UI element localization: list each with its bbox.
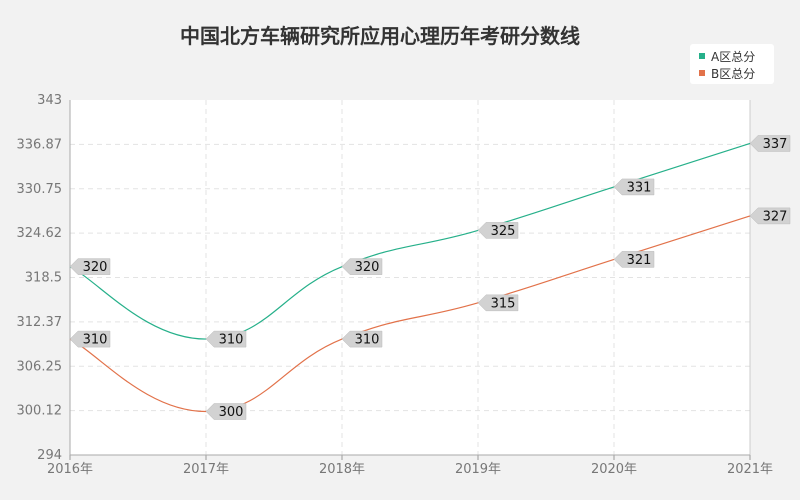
axes: 294 300.12 306.25 312.37 318.5 324.62 330.75 33… (17, 93, 774, 477)
data-label: 337 (763, 137, 788, 152)
chart-title: 中国北方车辆研究所应用心理历年考研分数线 (180, 24, 580, 48)
legend-swatch-b (699, 70, 705, 76)
x-tick-label: 2018年 (319, 462, 365, 477)
data-label: 331 (627, 180, 652, 195)
legend-label-b: B区总分 (711, 66, 756, 81)
y-tick-label: 336.87 (17, 137, 63, 152)
x-tick-label: 2017年 (183, 462, 229, 477)
data-label-box (69, 258, 111, 275)
y-tick-label: 324.62 (17, 226, 63, 241)
data-label-box (477, 222, 519, 239)
x-tick-label: 2020年 (591, 462, 637, 477)
x-tick-label: 2016年 (47, 462, 93, 477)
data-label-box (613, 251, 655, 268)
data-label: 315 (491, 296, 516, 311)
data-label-box (341, 258, 383, 275)
legend-item-b[interactable]: B区总分 (699, 65, 755, 81)
data-label-box (205, 403, 247, 420)
x-tick-label: 2019年 (455, 462, 501, 477)
chart-legend: A区总分 B区总分 (690, 44, 774, 84)
data-label-box (749, 135, 791, 152)
legend-swatch-a (699, 53, 705, 59)
y-tick-label: 300.12 (17, 404, 63, 419)
legend-item-a[interactable]: A区总分 (699, 48, 755, 64)
data-label: 310 (219, 333, 244, 348)
y-tick-label: 330.75 (17, 182, 63, 197)
data-label-box (341, 330, 383, 348)
data-labels: 320 310 320 325 331 337 310 300 310 315 321 327 (69, 135, 791, 420)
data-label: 310 (83, 333, 108, 348)
plot-area (70, 100, 750, 455)
y-tick-label: 306.25 (17, 359, 63, 374)
y-tick-label: 312.37 (17, 315, 63, 330)
legend-label-a: A区总分 (711, 49, 756, 64)
data-label-box (613, 178, 655, 196)
data-label-box (69, 330, 111, 348)
x-tick-label: 2021年 (727, 462, 773, 477)
y-tick-label: 343 (37, 93, 62, 108)
data-label: 320 (355, 260, 380, 275)
y-tick-label: 294 (37, 448, 62, 463)
data-label: 310 (355, 333, 380, 348)
data-label: 300 (219, 405, 244, 420)
data-label: 327 (763, 209, 788, 224)
data-label-box (477, 294, 519, 312)
data-label-box (749, 207, 791, 225)
data-label: 325 (491, 224, 516, 239)
data-label-box (205, 330, 247, 348)
data-label: 321 (627, 253, 652, 268)
data-label: 320 (83, 260, 108, 275)
y-tick-label: 318.5 (25, 271, 62, 286)
